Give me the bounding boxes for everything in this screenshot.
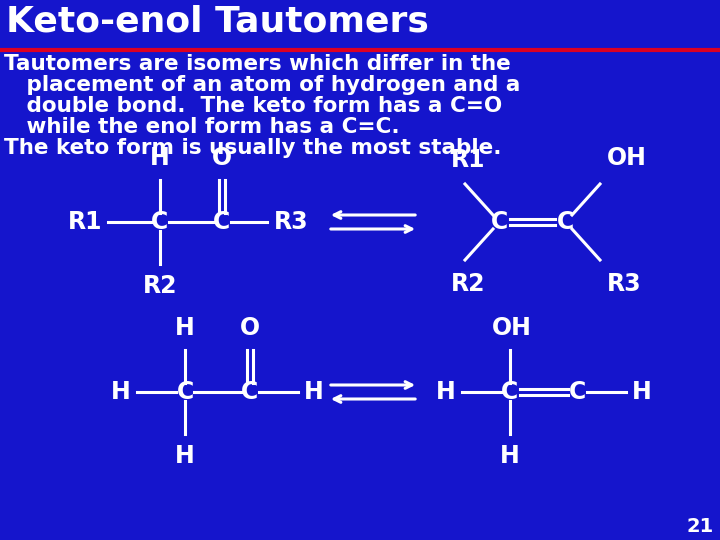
- Text: OH: OH: [492, 316, 532, 340]
- Text: H: H: [632, 380, 652, 404]
- Text: H: H: [175, 444, 195, 468]
- Text: R2: R2: [143, 274, 177, 298]
- Text: C: C: [557, 210, 574, 234]
- Text: R2: R2: [451, 272, 485, 296]
- Text: H: H: [150, 146, 170, 170]
- Text: 21: 21: [687, 517, 714, 536]
- Text: H: H: [304, 380, 324, 404]
- Text: R1: R1: [68, 210, 102, 234]
- Text: C: C: [241, 380, 258, 404]
- Text: C: C: [151, 210, 168, 234]
- Text: O: O: [240, 316, 260, 340]
- Text: C: C: [176, 380, 194, 404]
- Text: R1: R1: [451, 148, 485, 172]
- Text: O: O: [212, 146, 232, 170]
- Text: placement of an atom of hydrogen and a: placement of an atom of hydrogen and a: [4, 75, 521, 95]
- Text: C: C: [501, 380, 518, 404]
- Text: Tautomers are isomers which differ in the: Tautomers are isomers which differ in th…: [4, 54, 510, 74]
- Text: double bond.  The keto form has a C=O: double bond. The keto form has a C=O: [4, 96, 503, 116]
- Text: C: C: [213, 210, 230, 234]
- Text: H: H: [436, 380, 456, 404]
- Text: C: C: [491, 210, 508, 234]
- Text: Keto-enol Tautomers: Keto-enol Tautomers: [6, 5, 429, 39]
- Text: while the enol form has a C=C.: while the enol form has a C=C.: [4, 117, 400, 137]
- Text: R3: R3: [607, 272, 642, 296]
- Text: The keto form is usually the most stable.: The keto form is usually the most stable…: [4, 138, 502, 158]
- Text: H: H: [112, 380, 131, 404]
- Text: H: H: [500, 444, 520, 468]
- Text: R3: R3: [274, 210, 309, 234]
- Text: H: H: [175, 316, 195, 340]
- Text: C: C: [570, 380, 587, 404]
- Text: OH: OH: [607, 146, 647, 170]
